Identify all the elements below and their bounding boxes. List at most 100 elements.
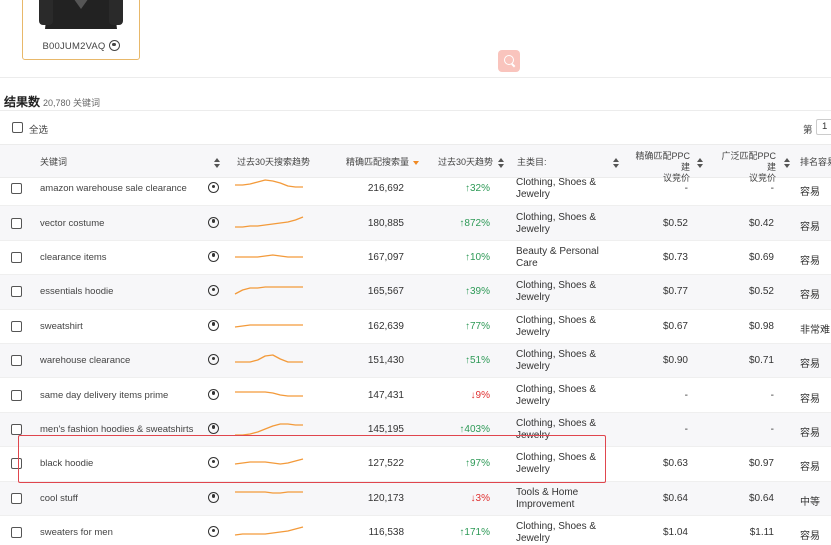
trend-sparkline	[235, 354, 303, 363]
header-category[interactable]: 主类目:	[517, 157, 547, 167]
row-checkbox[interactable]	[11, 183, 22, 195]
row-checkbox[interactable]	[11, 355, 22, 367]
keyword-text[interactable]: vector costume	[40, 217, 105, 229]
arrow-down-icon: ↓	[470, 389, 476, 401]
trend-line	[235, 179, 303, 188]
select-all-checkbox[interactable]	[12, 122, 23, 133]
row-checkbox[interactable]	[11, 320, 22, 332]
table-row[interactable]: vector costume 180,885 ↑872% Clothing, Shoe…	[0, 206, 831, 241]
sort-ppc-exact-icon[interactable]	[697, 158, 703, 168]
user-icon[interactable]	[208, 216, 219, 228]
user-icon[interactable]	[208, 526, 219, 538]
table-header: 关键词 过去30天搜索趋势 精确匹配搜索量 过去30天趋势 主类目: 精确匹配P…	[0, 144, 831, 183]
user-icon[interactable]	[208, 354, 219, 366]
table-row[interactable]: sweaters for men 116,538 ↑171% Clothing, Sh…	[0, 516, 831, 545]
search-volume: 147,431	[367, 389, 404, 401]
search-volume: 180,885	[367, 217, 404, 229]
arrow-up-icon: ↑	[459, 423, 465, 435]
user-icon[interactable]	[208, 250, 219, 262]
row-checkbox[interactable]	[11, 217, 22, 229]
keyword-text[interactable]: clearance items	[40, 251, 107, 263]
header-rank[interactable]: 排名容易	[800, 157, 831, 167]
arrow-up-icon: ↑	[464, 251, 470, 263]
table-row[interactable]: warehouse clearance 151,430 ↑51% Clothing, …	[0, 344, 831, 379]
table-row[interactable]: amazon warehouse sale clearance 216,692 ↑3…	[0, 178, 831, 207]
user-icon[interactable]	[208, 388, 219, 400]
trend-change-value: 51%	[469, 355, 490, 367]
ppc-exact-bid: $1.04	[662, 527, 688, 539]
keyword-text[interactable]: men's fashion hoodies & sweatshirts	[40, 423, 194, 435]
table-row[interactable]: cool stuff 120,173 ↓3% Tools & Home Improve…	[0, 481, 831, 516]
trend-change-value: 77%	[469, 320, 490, 332]
keyword-text[interactable]: cool stuff	[40, 492, 78, 504]
arrow-up-icon: ↑	[464, 320, 470, 332]
rank-difficulty: 容易	[800, 221, 820, 233]
table-row[interactable]: clearance items 167,097 ↑10% Beauty & Perso…	[0, 241, 831, 276]
header-keyword[interactable]: 关键词	[40, 157, 68, 167]
page-input[interactable]: 1	[816, 119, 831, 135]
select-all-bar: 全选 第 1	[0, 110, 831, 144]
results-number: 20,780 关键词	[43, 98, 101, 108]
table-row[interactable]: same day delivery items prime 147,431 ↓9% C…	[0, 378, 831, 413]
arrow-up-icon: ↑	[459, 217, 465, 229]
row-checkbox[interactable]	[11, 286, 22, 298]
user-icon[interactable]	[208, 285, 219, 297]
asin-label: B00JUM2VAQ	[23, 40, 139, 52]
keyword-text[interactable]: black hoodie	[40, 458, 94, 470]
category-text: Beauty & Personal Care	[516, 245, 599, 269]
row-checkbox[interactable]	[11, 527, 22, 539]
keyword-text[interactable]: warehouse clearance	[40, 355, 131, 367]
header-ppc-exact-line1: 精确匹配PPC建	[635, 151, 690, 172]
header-change[interactable]: 过去30天趋势	[438, 157, 494, 167]
search-volume: 167,097	[367, 251, 404, 263]
keyword-text[interactable]: same day delivery items prime	[40, 389, 169, 401]
table-row[interactable]: black hoodie 127,522 ↑97% Clothing, Shoes &…	[0, 447, 831, 482]
user-icon[interactable]	[208, 457, 219, 469]
trend-sparkline	[235, 390, 303, 397]
header-volume[interactable]: 精确匹配搜索量	[346, 157, 410, 167]
arrow-up-icon: ↑	[464, 355, 470, 367]
sort-ppc-broad-icon[interactable]	[784, 158, 790, 168]
keyword-text[interactable]: amazon warehouse sale clearance	[40, 183, 187, 195]
search-volume: 145,195	[367, 423, 404, 435]
trend-change-value: 3%	[475, 492, 490, 504]
row-checkbox[interactable]	[11, 423, 22, 435]
search-button[interactable]	[498, 50, 520, 72]
user-icon[interactable]	[208, 491, 219, 503]
header-ppc-exact[interactable]: 精确匹配PPC建 议竞价	[632, 151, 690, 184]
sort-category-icon[interactable]	[613, 158, 619, 168]
trend-change: ↓9%	[438, 390, 490, 401]
keyword-text[interactable]: sweatshirt	[40, 320, 83, 332]
user-icon[interactable]	[208, 182, 219, 194]
table-row[interactable]: men's fashion hoodies & sweatshirts 145,1…	[0, 412, 831, 448]
search-volume: 151,430	[367, 355, 404, 367]
table-row[interactable]: sweatshirt 162,639 ↑77% Clothing, Shoes & J…	[0, 310, 831, 344]
trend-sparkline	[235, 179, 303, 188]
category-text: Clothing, Shoes & Jewelry	[516, 280, 597, 304]
trend-change: ↑171%	[438, 527, 490, 538]
row-checkbox[interactable]	[11, 492, 22, 504]
category-text: Clothing, Shoes & Jewelry	[516, 349, 597, 373]
user-icon[interactable]	[208, 319, 219, 331]
keyword-text[interactable]: sweaters for men	[40, 527, 113, 539]
trend-sparkline	[234, 458, 304, 466]
sort-volume-icon[interactable]	[413, 161, 419, 166]
rank-difficulty: 非常难	[800, 324, 830, 336]
row-checkbox[interactable]	[11, 458, 22, 470]
header-ppc-exact-line2: 议竞价	[662, 173, 690, 183]
asin-card[interactable]: B00JUM2VAQ	[22, 0, 140, 60]
trend-change: ↑32%	[438, 183, 490, 194]
sort-change-icon[interactable]	[498, 158, 504, 168]
header-ppc-broad[interactable]: 广泛匹配PPC建 议竞价	[716, 151, 776, 184]
table-row[interactable]: essentials hoodie 165,567 ↑39% Clothing, Sh…	[0, 275, 831, 310]
category-text: Tools & Home Improvement	[516, 486, 579, 510]
trend-change: ↑403%	[438, 424, 490, 435]
row-checkbox[interactable]	[11, 389, 22, 401]
row-checkbox[interactable]	[11, 251, 22, 263]
ppc-exact-bid: $0.52	[662, 217, 688, 229]
user-icon[interactable]	[208, 422, 219, 434]
category-text: Clothing, Shoes & Jewelry	[516, 383, 597, 407]
keyword-text[interactable]: essentials hoodie	[40, 286, 114, 298]
category-text: Clothing, Shoes & Jewelry	[516, 314, 597, 338]
sort-keyword-icon[interactable]	[214, 158, 220, 168]
